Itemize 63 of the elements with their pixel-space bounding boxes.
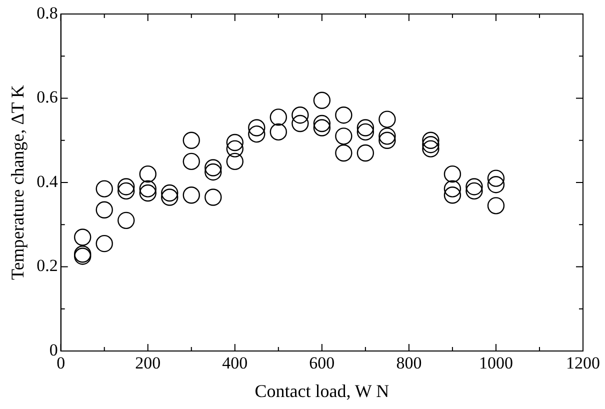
- point: [422, 140, 440, 158]
- point: [356, 144, 374, 162]
- point: [313, 119, 331, 136]
- point: [96, 201, 113, 218]
- y-tick-label: 0.6: [36, 88, 58, 107]
- point: [139, 180, 156, 198]
- point: [444, 180, 462, 198]
- point: [182, 132, 200, 149]
- point: [356, 119, 374, 136]
- point: [487, 176, 505, 194]
- x-tick-label: 600: [309, 354, 335, 373]
- point: [118, 178, 135, 196]
- point: [466, 182, 483, 200]
- point: [118, 182, 135, 200]
- x-tick-label: 800: [396, 354, 422, 373]
- point: [335, 144, 352, 162]
- point: [226, 134, 244, 152]
- point: [226, 152, 244, 170]
- point: [378, 110, 396, 128]
- point: [444, 165, 462, 183]
- y-tick-label: 0.8: [36, 3, 58, 22]
- point: [96, 234, 113, 252]
- point: [118, 212, 135, 230]
- point: [74, 228, 92, 246]
- point: [182, 186, 200, 204]
- point: [487, 170, 505, 187]
- point: [161, 188, 178, 206]
- point: [270, 123, 288, 141]
- point: [270, 108, 288, 126]
- x-axis-title: Contact load, W N: [254, 380, 390, 401]
- x-tick-label: 200: [135, 354, 161, 373]
- point: [292, 106, 309, 124]
- point: [204, 163, 222, 181]
- x-tick-label: 400: [222, 354, 248, 373]
- y-tick-label: 0.2: [36, 256, 58, 276]
- y-tick-label: 0: [49, 340, 58, 360]
- point: [182, 152, 200, 170]
- point: [335, 106, 352, 124]
- point: [139, 165, 156, 183]
- point: [226, 140, 244, 158]
- point: [313, 114, 331, 132]
- point: [139, 184, 156, 202]
- point: [313, 92, 331, 109]
- point: [444, 186, 462, 204]
- point: [204, 188, 222, 206]
- x-tick-label: 1000: [478, 354, 513, 373]
- point: [422, 136, 440, 154]
- point: [248, 125, 266, 143]
- y-axis-title: Temperature change, ΔT K: [8, 85, 28, 280]
- point: [422, 132, 440, 149]
- point: [96, 180, 113, 198]
- y-tick-label: 0.4: [36, 172, 58, 191]
- point: [487, 197, 505, 214]
- point: [204, 159, 222, 176]
- point: [378, 132, 396, 149]
- point: [378, 128, 396, 145]
- point: [335, 128, 352, 145]
- point: [161, 184, 178, 202]
- point: [356, 123, 374, 141]
- point: [292, 114, 309, 132]
- point: [248, 119, 266, 136]
- point: [466, 178, 483, 196]
- x-tick-label: 1200: [566, 354, 600, 373]
